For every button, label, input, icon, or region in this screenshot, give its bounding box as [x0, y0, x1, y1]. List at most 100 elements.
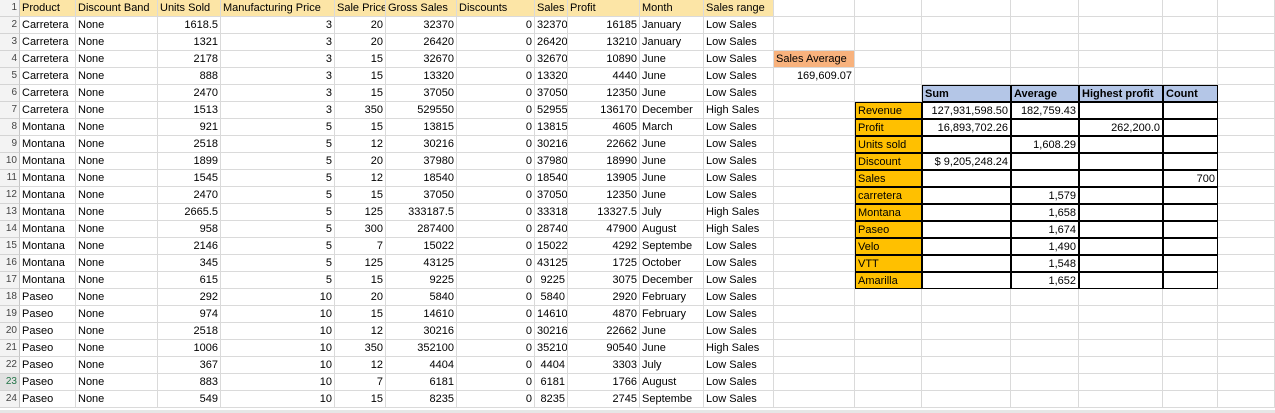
- cell-discounts[interactable]: 0: [457, 391, 535, 408]
- summary-cell-sum[interactable]: [922, 170, 1011, 187]
- summary-cell-count[interactable]: [1163, 238, 1218, 255]
- cell-units-sold[interactable]: 615: [158, 272, 221, 289]
- cell-discounts[interactable]: 0: [457, 34, 535, 51]
- summary-cell-sum[interactable]: $ 9,205,248.24: [922, 153, 1011, 170]
- summary-cell-count[interactable]: [1163, 204, 1218, 221]
- empty-cell[interactable]: [774, 0, 855, 17]
- summary-cell-highest[interactable]: [1079, 136, 1163, 153]
- cell-profit[interactable]: 10890: [568, 51, 640, 68]
- cell-sales[interactable]: 37050: [535, 85, 568, 102]
- cell-sale-price[interactable]: 350: [335, 340, 386, 357]
- cell-product[interactable]: Montana: [20, 119, 76, 136]
- cell-sales[interactable]: 37050: [535, 187, 568, 204]
- summary-cell-average[interactable]: 1,608.29: [1011, 136, 1079, 153]
- cell-manufacturing-price[interactable]: 5: [221, 221, 335, 238]
- cell-gross-sales[interactable]: 15022: [386, 238, 457, 255]
- cell-profit[interactable]: 1725: [568, 255, 640, 272]
- cell-month[interactable]: July: [640, 357, 704, 374]
- empty-cell[interactable]: [855, 306, 922, 323]
- row-header[interactable]: 11: [0, 170, 20, 187]
- cell-sales[interactable]: 5840: [535, 289, 568, 306]
- row-header[interactable]: 1: [0, 0, 20, 17]
- cell-sales-range[interactable]: Low Sales: [704, 51, 774, 68]
- cell-discounts[interactable]: 0: [457, 187, 535, 204]
- cell-product[interactable]: Montana: [20, 204, 76, 221]
- cell-sale-price[interactable]: 15: [335, 272, 386, 289]
- cell-product[interactable]: Montana: [20, 170, 76, 187]
- empty-cell[interactable]: [1163, 374, 1218, 391]
- cell-discounts[interactable]: 0: [457, 170, 535, 187]
- cell-product[interactable]: Montana: [20, 221, 76, 238]
- cell-discount-band[interactable]: None: [76, 170, 158, 187]
- cell-sales-range[interactable]: High Sales: [704, 221, 774, 238]
- cell-discount-band[interactable]: None: [76, 34, 158, 51]
- empty-cell[interactable]: [1079, 68, 1163, 85]
- empty-cell[interactable]: [1011, 357, 1079, 374]
- cell-profit[interactable]: 16185: [568, 17, 640, 34]
- cell-units-sold[interactable]: 1618.5: [158, 17, 221, 34]
- column-header-profit[interactable]: Profit: [568, 0, 640, 17]
- cell-manufacturing-price[interactable]: 3: [221, 102, 335, 119]
- cell-month[interactable]: February: [640, 306, 704, 323]
- cell-profit[interactable]: 4440: [568, 68, 640, 85]
- empty-cell[interactable]: [774, 85, 855, 102]
- empty-cell[interactable]: [922, 357, 1011, 374]
- empty-cell[interactable]: [855, 323, 922, 340]
- cell-profit[interactable]: 13905: [568, 170, 640, 187]
- cell-sale-price[interactable]: 15: [335, 85, 386, 102]
- cell-gross-sales[interactable]: 30216: [386, 323, 457, 340]
- cell-gross-sales[interactable]: 8235: [386, 391, 457, 408]
- empty-cell[interactable]: [1218, 34, 1275, 51]
- cell-discount-band[interactable]: None: [76, 204, 158, 221]
- summary-cell-average[interactable]: 1,490: [1011, 238, 1079, 255]
- cell-gross-sales[interactable]: 32670: [386, 51, 457, 68]
- cell-gross-sales[interactable]: 13320: [386, 68, 457, 85]
- empty-cell[interactable]: [774, 153, 855, 170]
- summary-cell-count[interactable]: 700: [1163, 170, 1218, 187]
- cell-sale-price[interactable]: 15: [335, 68, 386, 85]
- empty-cell[interactable]: [1011, 51, 1079, 68]
- cell-gross-sales[interactable]: 333187.5: [386, 204, 457, 221]
- empty-cell[interactable]: [1079, 0, 1163, 17]
- empty-cell[interactable]: [1163, 306, 1218, 323]
- column-header-sales-range[interactable]: Sales range: [704, 0, 774, 17]
- empty-cell[interactable]: [922, 0, 1011, 17]
- cell-product[interactable]: Montana: [20, 136, 76, 153]
- column-header-gross-sales[interactable]: Gross Sales: [386, 0, 457, 17]
- cell-product[interactable]: Carretera: [20, 68, 76, 85]
- empty-cell[interactable]: [774, 221, 855, 238]
- cell-units-sold[interactable]: 1513: [158, 102, 221, 119]
- cell-month[interactable]: June: [640, 153, 704, 170]
- empty-cell[interactable]: [1011, 391, 1079, 408]
- row-header[interactable]: 23: [0, 374, 20, 391]
- empty-cell[interactable]: [1163, 357, 1218, 374]
- cell-units-sold[interactable]: 1545: [158, 170, 221, 187]
- row-header[interactable]: 22: [0, 357, 20, 374]
- cell-sales-range[interactable]: High Sales: [704, 204, 774, 221]
- cell-discount-band[interactable]: None: [76, 306, 158, 323]
- cell-profit[interactable]: 4605: [568, 119, 640, 136]
- cell-discounts[interactable]: 0: [457, 68, 535, 85]
- cell-month[interactable]: June: [640, 51, 704, 68]
- column-header-sale-price[interactable]: Sale Price: [335, 0, 386, 17]
- empty-cell[interactable]: [774, 136, 855, 153]
- summary-cell-highest[interactable]: [1079, 238, 1163, 255]
- cell-profit[interactable]: 90540: [568, 340, 640, 357]
- cell-sales[interactable]: 30216: [535, 136, 568, 153]
- cell-month[interactable]: June: [640, 68, 704, 85]
- cell-units-sold[interactable]: 2665.5: [158, 204, 221, 221]
- empty-cell[interactable]: [1218, 238, 1275, 255]
- cell-month[interactable]: Septembe: [640, 238, 704, 255]
- cell-month[interactable]: June: [640, 323, 704, 340]
- cell-discount-band[interactable]: None: [76, 238, 158, 255]
- cell-sales-range[interactable]: Low Sales: [704, 289, 774, 306]
- cell-sales-range[interactable]: Low Sales: [704, 68, 774, 85]
- summary-cell-sum[interactable]: 127,931,598.50: [922, 102, 1011, 119]
- summary-cell-average[interactable]: 1,658: [1011, 204, 1079, 221]
- cell-discount-band[interactable]: None: [76, 374, 158, 391]
- summary-cell-count[interactable]: [1163, 119, 1218, 136]
- cell-discounts[interactable]: 0: [457, 357, 535, 374]
- summary-cell-average[interactable]: [1011, 153, 1079, 170]
- cell-units-sold[interactable]: 883: [158, 374, 221, 391]
- empty-cell[interactable]: [1218, 272, 1275, 289]
